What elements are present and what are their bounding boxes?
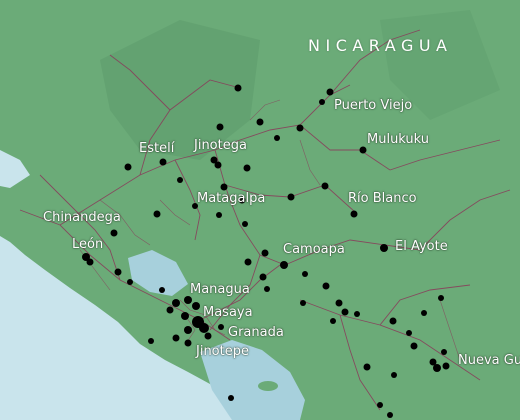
location-marker — [166, 306, 174, 314]
location-marker — [330, 318, 336, 324]
location-marker — [387, 412, 393, 418]
location-marker — [82, 253, 90, 261]
location-marker — [300, 300, 306, 306]
location-marker — [341, 308, 349, 316]
city-label-el-ayote[interactable]: El Ayote — [395, 239, 448, 254]
location-marker — [159, 158, 167, 166]
location-marker — [218, 324, 224, 330]
location-marker — [110, 229, 118, 237]
city-label-chinandega[interactable]: Chinandega — [43, 210, 121, 225]
location-marker — [177, 177, 183, 183]
location-marker — [234, 84, 242, 92]
location-marker — [259, 273, 267, 281]
location-marker — [192, 302, 200, 310]
location-marker — [238, 196, 246, 204]
location-marker — [256, 118, 264, 126]
country-label: NICARAGUA — [308, 36, 453, 55]
location-marker — [86, 258, 94, 266]
location-marker — [354, 311, 360, 317]
location-marker — [114, 268, 122, 276]
location-marker — [438, 295, 444, 301]
city-label-matagalpa[interactable]: Matagalpa — [197, 191, 266, 206]
location-marker — [172, 334, 180, 342]
city-label-leon[interactable]: León — [72, 237, 104, 252]
city-label-nueva-gu[interactable]: Nueva Gu — [458, 353, 520, 368]
location-marker — [380, 244, 388, 252]
location-marker — [335, 299, 343, 307]
location-marker — [199, 323, 209, 333]
location-marker — [204, 332, 212, 340]
city-label-jinotega[interactable]: Jinotega — [194, 138, 247, 153]
location-marker — [216, 212, 222, 218]
city-label-jinotepe[interactable]: Jinotepe — [196, 344, 249, 359]
location-marker — [389, 317, 397, 325]
location-marker — [326, 88, 334, 96]
location-marker — [184, 339, 192, 347]
location-marker — [264, 286, 270, 292]
location-marker — [433, 364, 441, 372]
location-marker — [322, 282, 330, 290]
city-label-camoapa[interactable]: Camoapa — [283, 242, 345, 257]
location-marker — [181, 312, 189, 320]
location-marker — [350, 210, 358, 218]
location-marker — [216, 123, 224, 131]
location-marker — [153, 210, 161, 218]
lake-island — [258, 381, 278, 391]
location-marker — [210, 156, 218, 164]
location-marker — [244, 258, 252, 266]
location-marker — [228, 395, 234, 401]
location-marker — [242, 221, 248, 227]
location-marker — [319, 99, 325, 105]
location-marker — [280, 261, 288, 269]
city-label-masaya[interactable]: Masaya — [203, 305, 253, 320]
location-marker — [172, 299, 180, 307]
city-label-granada[interactable]: Granada — [228, 325, 284, 340]
location-marker — [192, 203, 198, 209]
location-marker — [184, 296, 192, 304]
location-marker — [410, 342, 418, 350]
location-marker — [406, 330, 412, 336]
location-marker — [287, 193, 295, 201]
city-label-managua[interactable]: Managua — [190, 282, 250, 297]
location-marker — [391, 372, 397, 378]
location-marker — [124, 163, 132, 171]
city-label-esteli[interactable]: Estelí — [139, 141, 175, 156]
coast-water — [0, 150, 30, 188]
location-marker — [442, 362, 450, 370]
city-label-mulukuku[interactable]: Mulukuku — [367, 132, 430, 147]
city-label-rio-blanco[interactable]: Río Blanco — [348, 191, 417, 206]
location-marker — [302, 271, 308, 277]
location-markers[interactable] — [82, 84, 450, 419]
location-marker — [441, 349, 447, 355]
location-marker — [127, 279, 133, 285]
road-network — [19, 29, 511, 411]
location-marker — [377, 402, 383, 408]
location-marker — [184, 326, 192, 334]
lake-managua — [128, 250, 188, 296]
location-marker — [274, 135, 280, 141]
terrain-shade — [380, 10, 500, 120]
location-marker — [421, 310, 427, 316]
location-marker — [261, 249, 269, 257]
location-marker — [220, 183, 228, 191]
lake-nicaragua — [200, 340, 305, 420]
location-marker — [359, 146, 367, 154]
location-marker — [214, 161, 222, 169]
location-marker — [148, 338, 154, 344]
location-marker — [243, 164, 251, 172]
location-marker — [429, 358, 437, 366]
location-marker — [159, 287, 165, 293]
city-label-puerto-viejo[interactable]: Puerto Viejo — [334, 98, 413, 113]
location-marker — [363, 363, 371, 371]
location-marker — [321, 182, 329, 190]
location-marker — [296, 124, 304, 132]
